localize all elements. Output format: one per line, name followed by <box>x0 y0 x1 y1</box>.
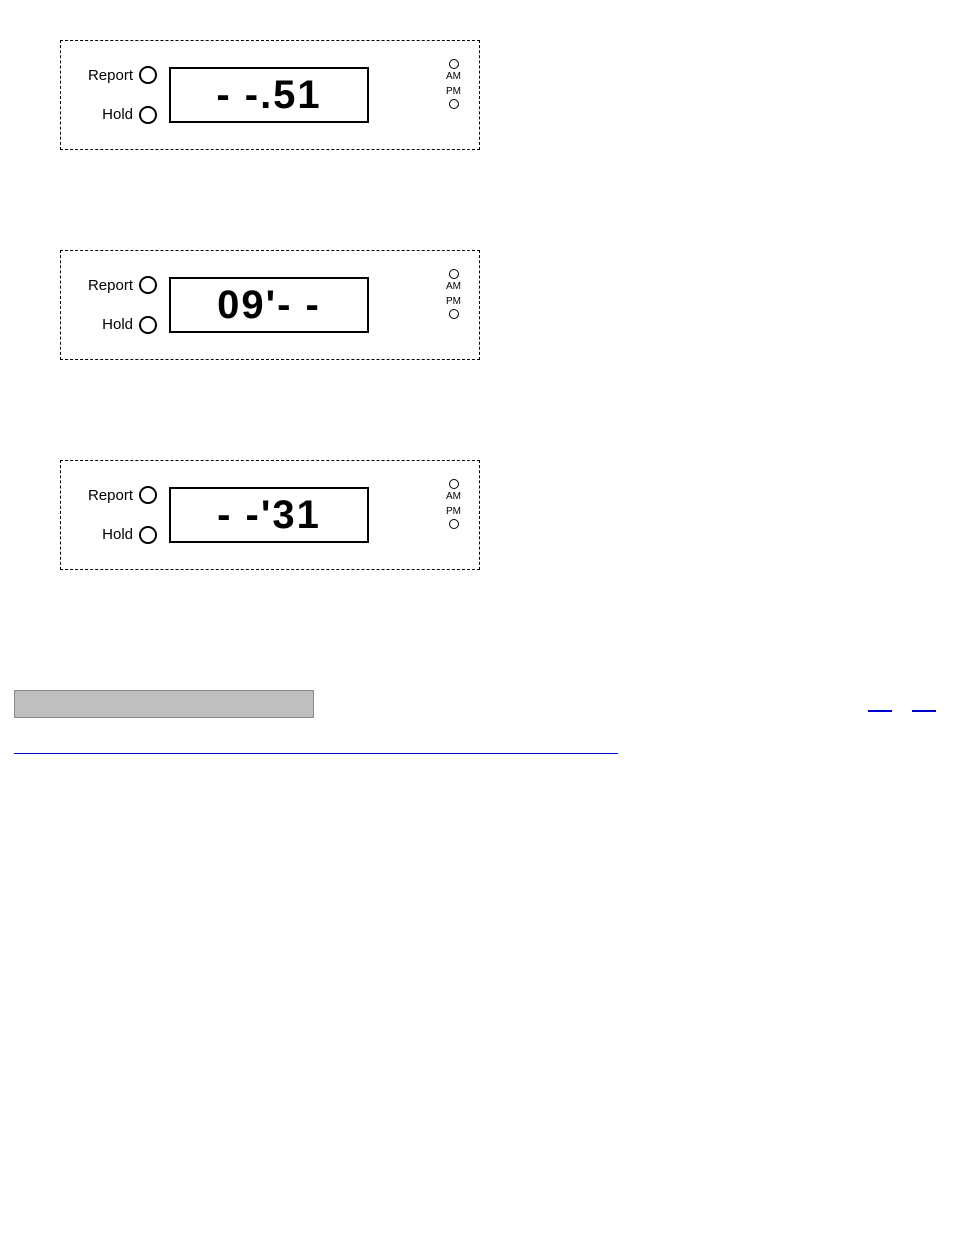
blue-dash-icon <box>868 710 892 712</box>
ampm-column: AM PM <box>446 479 461 529</box>
panel-label-column: Report Hold <box>71 67 133 123</box>
am-label: AM <box>446 281 461 292</box>
hold-label: Hold <box>71 526 133 543</box>
ampm-column: AM PM <box>446 59 461 109</box>
panel-led-column <box>139 486 157 544</box>
report-label: Report <box>71 487 133 504</box>
report-led-icon <box>139 66 157 84</box>
report-led-icon <box>139 486 157 504</box>
grey-box <box>14 690 314 718</box>
blue-dash-pair <box>868 710 936 712</box>
blue-divider <box>14 753 618 754</box>
report-label: Report <box>71 67 133 84</box>
panel-led-column <box>139 66 157 124</box>
pm-led-icon <box>449 519 459 529</box>
clock-panel: Report Hold - -.51 AM PM <box>60 40 480 150</box>
blue-dash-icon <box>912 710 936 712</box>
panel-label-column: Report Hold <box>71 277 133 333</box>
lcd-display: - -'31 <box>169 487 369 543</box>
report-label: Report <box>71 277 133 294</box>
pm-label: PM <box>446 86 461 97</box>
am-label: AM <box>446 491 461 502</box>
ampm-column: AM PM <box>446 269 461 319</box>
clock-panel: Report Hold 09'- - AM PM <box>60 250 480 360</box>
hold-label: Hold <box>71 106 133 123</box>
hold-led-icon <box>139 526 157 544</box>
panel-led-column <box>139 276 157 334</box>
hold-label: Hold <box>71 316 133 333</box>
am-led-icon <box>449 59 459 69</box>
pm-label: PM <box>446 296 461 307</box>
lcd-display: - -.51 <box>169 67 369 123</box>
pm-label: PM <box>446 506 461 517</box>
pm-led-icon <box>449 309 459 319</box>
hold-led-icon <box>139 316 157 334</box>
lcd-display: 09'- - <box>169 277 369 333</box>
panel-label-column: Report Hold <box>71 487 133 543</box>
clock-panel: Report Hold - -'31 AM PM <box>60 460 480 570</box>
am-label: AM <box>446 71 461 82</box>
report-led-icon <box>139 276 157 294</box>
am-led-icon <box>449 479 459 489</box>
am-led-icon <box>449 269 459 279</box>
pm-led-icon <box>449 99 459 109</box>
hold-led-icon <box>139 106 157 124</box>
